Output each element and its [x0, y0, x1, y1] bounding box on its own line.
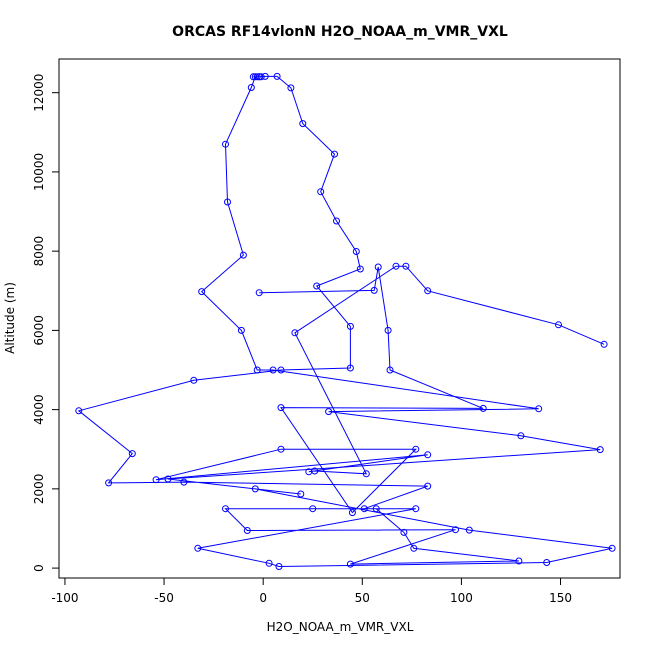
data-point [424, 482, 432, 490]
data-point [309, 505, 317, 513]
data-point [190, 376, 198, 384]
y-tick-label: 6000 [32, 315, 46, 346]
data-point [255, 289, 263, 297]
data-point [297, 490, 305, 498]
y-axis-label: Altitude (m) [3, 282, 17, 354]
data-point [194, 544, 202, 552]
data-point [370, 286, 378, 294]
y-axis: 0 2000 4000 6000 8000 10000 12000 [32, 74, 60, 572]
data-point [257, 73, 265, 81]
data-point [412, 445, 420, 453]
data-point [277, 366, 285, 374]
data-point [251, 485, 259, 493]
data-point [313, 282, 321, 290]
data-point [608, 544, 616, 552]
data-point [287, 84, 295, 92]
data-point [543, 559, 551, 566]
data-point [269, 366, 277, 374]
data-point [374, 263, 382, 271]
data-point [372, 505, 380, 513]
data-point [452, 526, 459, 534]
data-point [402, 262, 410, 270]
data-point [311, 467, 319, 475]
data-point [331, 150, 338, 158]
data-point [356, 265, 364, 273]
data-point [75, 407, 83, 415]
data-point [346, 560, 354, 568]
data-point [152, 476, 160, 484]
y-tick-label: 10000 [32, 153, 46, 191]
data-point [275, 563, 283, 570]
data-point [555, 321, 562, 329]
data-series [75, 72, 616, 570]
x-tick-label: 0 [259, 591, 267, 605]
data-point [255, 73, 263, 81]
y-tick-label: 2000 [32, 474, 46, 505]
data-point [299, 120, 307, 128]
data-point [222, 140, 229, 148]
data-point [400, 528, 408, 536]
data-point [224, 198, 231, 206]
data-point [412, 505, 420, 513]
data-point [386, 366, 394, 374]
data-point [253, 73, 261, 81]
data-point [424, 287, 432, 295]
x-tick-label: 50 [355, 591, 370, 605]
data-point [362, 470, 370, 478]
data-point [410, 544, 418, 552]
data-point [105, 479, 113, 487]
series-line [77, 75, 613, 568]
x-axis-label: H2O_NOAA_m_VMR_VXL [267, 620, 414, 634]
data-point [596, 446, 604, 454]
data-point [465, 526, 473, 534]
data-point [384, 326, 392, 334]
data-point [346, 322, 354, 330]
y-tick-label: 8000 [32, 236, 46, 267]
data-point [348, 509, 356, 517]
chart-title: ORCAS RF14vlonN H2O_NOAA_m_VMR_VXL [172, 24, 508, 40]
y-tick-label: 0 [32, 564, 46, 572]
data-point [265, 559, 273, 567]
data-point [515, 557, 523, 565]
data-point [600, 340, 608, 348]
data-point [535, 405, 543, 413]
x-tick-label: -50 [154, 591, 174, 605]
data-point [517, 432, 525, 440]
data-point [277, 404, 285, 412]
data-point [247, 84, 255, 91]
x-tick-label: 150 [549, 591, 572, 605]
data-point [277, 445, 285, 453]
y-tick-label: 12000 [32, 74, 46, 112]
data-point [180, 478, 188, 486]
data-point [352, 248, 360, 255]
data-point [360, 505, 368, 513]
data-point [273, 72, 281, 80]
data-point [317, 188, 325, 196]
x-tick-label: 100 [450, 591, 473, 605]
data-point [291, 329, 299, 337]
data-point [253, 366, 261, 374]
data-point [239, 251, 247, 259]
data-point [424, 451, 432, 459]
x-tick-label: -100 [51, 591, 78, 605]
data-point [346, 364, 354, 372]
data-point [333, 217, 340, 225]
x-axis: -100 -50 0 50 100 150 [51, 577, 572, 605]
data-point [198, 288, 206, 296]
y-tick-label: 4000 [32, 394, 46, 425]
data-point [392, 262, 400, 270]
data-point [222, 505, 229, 513]
data-point [243, 527, 251, 534]
data-point [325, 408, 333, 416]
data-point [237, 326, 245, 334]
data-point [128, 450, 136, 458]
data-point [479, 404, 487, 412]
